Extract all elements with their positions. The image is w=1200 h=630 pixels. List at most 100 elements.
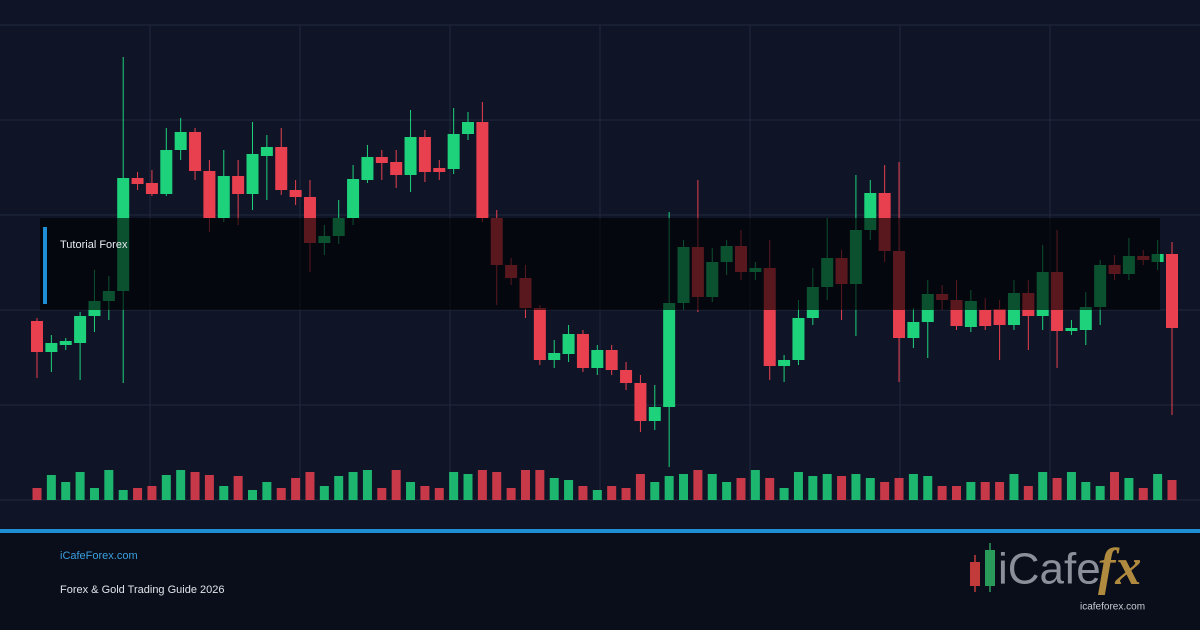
candle-body (418, 137, 431, 172)
volume-bar (951, 486, 961, 500)
volume-bar (980, 482, 990, 500)
candle-body (562, 334, 575, 354)
volume-bar (118, 490, 128, 500)
volume-bar (837, 476, 847, 500)
volume-bar (937, 486, 947, 500)
volume-bar (707, 474, 717, 500)
volume-bar (477, 470, 487, 500)
volume-bar (1110, 472, 1120, 500)
volume-bar (722, 482, 732, 500)
candle-body (663, 303, 676, 407)
candle-body (174, 132, 187, 150)
footer-tagline: Forex & Gold Trading Guide 2026 (60, 584, 224, 596)
volume-bar (750, 470, 760, 500)
volume-bar (1052, 478, 1062, 500)
candle-body (433, 168, 446, 172)
label-overlay (40, 218, 1160, 310)
volume-bar (564, 480, 574, 500)
candle-body (605, 350, 618, 370)
volume-bar (420, 486, 430, 500)
volume-bar (449, 472, 459, 500)
volume-bar (406, 482, 416, 500)
volume-bar (1023, 486, 1033, 500)
volume-bar (319, 486, 329, 500)
candle-body (160, 150, 173, 194)
logo-url: icafeforex.com (1080, 602, 1145, 613)
volume-bar (621, 488, 631, 500)
candle-body (1079, 307, 1092, 330)
candle-body (591, 350, 604, 368)
volume-bar (391, 470, 401, 500)
volume-bar (635, 474, 645, 500)
footer-divider (0, 529, 1200, 533)
logo-name: iCafe (998, 545, 1101, 594)
volume-bar (520, 470, 530, 500)
volume-bar (793, 472, 803, 500)
volume-bar (434, 488, 444, 500)
volume-bar (1167, 480, 1177, 500)
candle-body (45, 343, 58, 352)
volume-bar (779, 488, 789, 500)
volume-bar (650, 482, 660, 500)
volume-bar (1124, 478, 1134, 500)
candle-body (189, 132, 202, 171)
volume-bar (851, 474, 861, 500)
candle-body (907, 322, 920, 338)
volume-bar (535, 470, 545, 500)
volume-bar (908, 474, 918, 500)
candle-body (548, 353, 561, 360)
candle-body (1166, 254, 1178, 328)
volume-bar (204, 475, 214, 500)
volume-bar (693, 470, 703, 500)
volume-bar (808, 476, 818, 500)
logo-fx: fx (1098, 539, 1141, 596)
logo-candle (970, 562, 980, 586)
volume-bar (664, 476, 674, 500)
label-accent (43, 227, 47, 304)
candle-body (375, 157, 388, 163)
candle-body (620, 370, 633, 383)
volume-bar (865, 478, 875, 500)
volume-bar (966, 482, 976, 500)
volume-bar (1095, 486, 1105, 500)
candle-body (1065, 328, 1078, 331)
volume-bar (736, 478, 746, 500)
volume-bar (506, 488, 516, 500)
candle-body (648, 407, 661, 421)
volume-bar (492, 472, 502, 500)
volume-bar (592, 490, 602, 500)
candle-body (634, 383, 647, 421)
volume-bar (463, 474, 473, 500)
volume-bar (1081, 482, 1091, 500)
volume-bar (765, 478, 775, 500)
footer-site: iCafeForex.com (60, 550, 138, 562)
candle-body (778, 360, 791, 366)
volume-bar (190, 472, 200, 500)
volume-bar (348, 472, 358, 500)
candle-body (246, 154, 259, 194)
volume-bar (1009, 474, 1019, 500)
candle-body (59, 341, 72, 345)
overlay-label: Tutorial Forex (60, 239, 128, 251)
volume-bar (334, 476, 344, 500)
logo: iCafe fx icafeforex.com (970, 539, 1145, 613)
footer (0, 530, 1200, 630)
volume-bar (161, 475, 171, 500)
volume-bar (291, 478, 301, 500)
volume-bar (822, 474, 832, 500)
candle-body (361, 157, 374, 180)
volume-bar (1138, 488, 1148, 500)
volume-bar (75, 472, 85, 500)
volume-bar (248, 490, 258, 500)
candle-body (347, 179, 360, 218)
candle-body (390, 162, 403, 175)
volume-bar (305, 472, 315, 500)
candle-body (447, 134, 460, 169)
volume-bar (923, 476, 933, 500)
candle-body (404, 137, 417, 175)
volume-bar (880, 482, 890, 500)
candle-body (131, 178, 144, 184)
volume-bar (578, 486, 588, 500)
